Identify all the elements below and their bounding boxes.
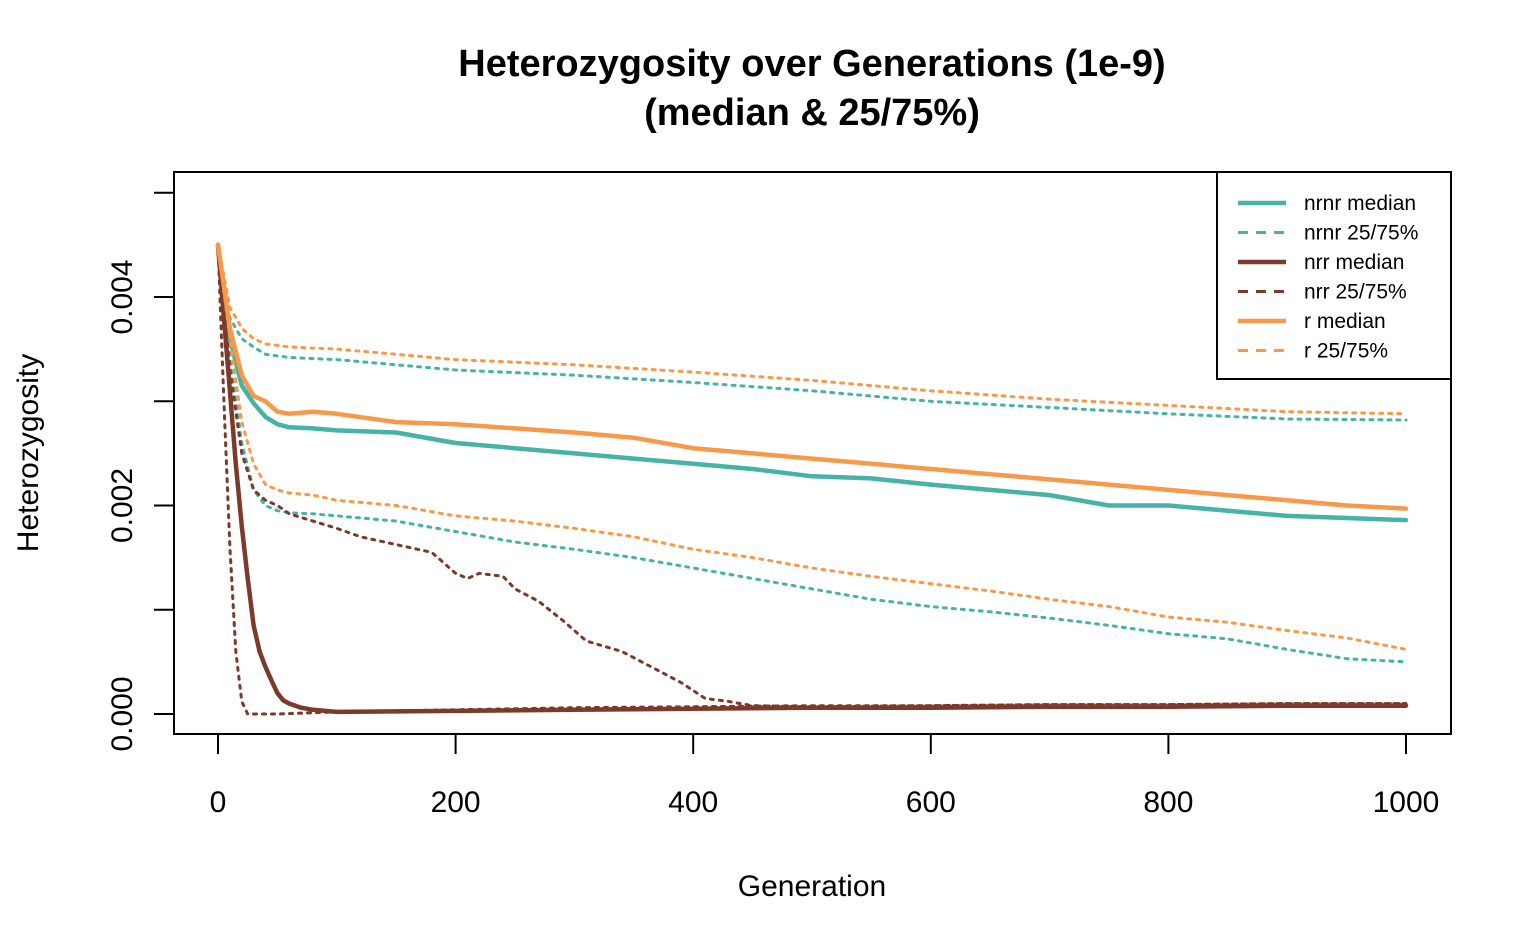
x-tick-label: 1000 [1373,786,1440,819]
x-tick-label: 400 [668,786,718,819]
x-axis-label: Generation [738,870,886,903]
series-line-nrnr-25-75-lower-2 [216,243,1408,664]
x-tick-label: 200 [431,786,481,819]
legend-label: nrnr 25/75% [1304,222,1418,245]
y-axis: 0.000 0.002 0.004 [106,191,175,752]
y-tick-label: 0.002 [106,468,139,543]
chart-title-line1: Heterozygosity over Generations (1e-9) [458,43,1165,85]
series-line-r-median-6 [215,242,1409,511]
x-tick-label: 800 [1143,786,1193,819]
legend: nrnr median nrnr 25/75% nrr median nrr 25/7… [1216,171,1452,380]
legend-label: nrr 25/75% [1304,281,1407,304]
y-tick-label: 0.004 [106,259,139,334]
series-line-nrnr-25-75-1 [216,243,1408,422]
legend-label: nrnr median [1304,192,1416,215]
x-tick-label: 0 [210,786,227,819]
series-line-nrr-median-3 [215,242,1409,715]
legend-label: r median [1304,310,1386,333]
legend-label: r 25/75% [1304,340,1388,363]
y-axis-label: Heterozygosity [12,354,45,552]
legend-label: nrr median [1304,251,1404,274]
legend-items: nrnr median nrnr 25/75% nrr median nrr 25/7… [1238,192,1418,363]
series-line-nrnr-median-0 [215,242,1409,523]
chart-title-line2: (median & 25/75%) [644,92,980,134]
legend-box [1216,171,1452,380]
series-layer [215,242,1409,716]
x-axis: 0 200 400 600 800 1000 [210,733,1440,819]
series-line-r-25-75-7 [216,243,1408,416]
x-tick-label: 600 [906,786,956,819]
series-line-nrr-25-75-upper-5 [216,243,1408,709]
y-tick-label: 0.000 [106,676,139,751]
